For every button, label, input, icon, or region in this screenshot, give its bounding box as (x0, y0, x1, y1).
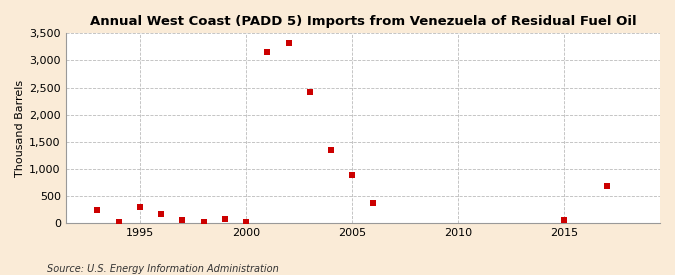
Point (262, 50, 273, 54)
Point (241, 220, 252, 224)
Point (177, 218, 188, 223)
Point (325, 148, 336, 152)
Point (601, 184, 612, 188)
Point (304, 90, 315, 94)
Point (134, 205, 145, 209)
Point (156, 212, 167, 216)
Point (283, 41, 294, 45)
Point (368, 201, 379, 205)
Point (219, 217, 230, 221)
Point (198, 219, 209, 224)
Title: Annual West Coast (PADD 5) Imports from Venezuela of Residual Fuel Oil: Annual West Coast (PADD 5) Imports from … (90, 15, 636, 28)
Point (113, 220, 124, 224)
Point (347, 173, 358, 178)
Point (559, 218, 570, 222)
Point (92, 207, 103, 212)
Text: Source: U.S. Energy Information Administration: Source: U.S. Energy Information Administ… (47, 264, 279, 274)
Y-axis label: Thousand Barrels: Thousand Barrels (15, 80, 25, 177)
